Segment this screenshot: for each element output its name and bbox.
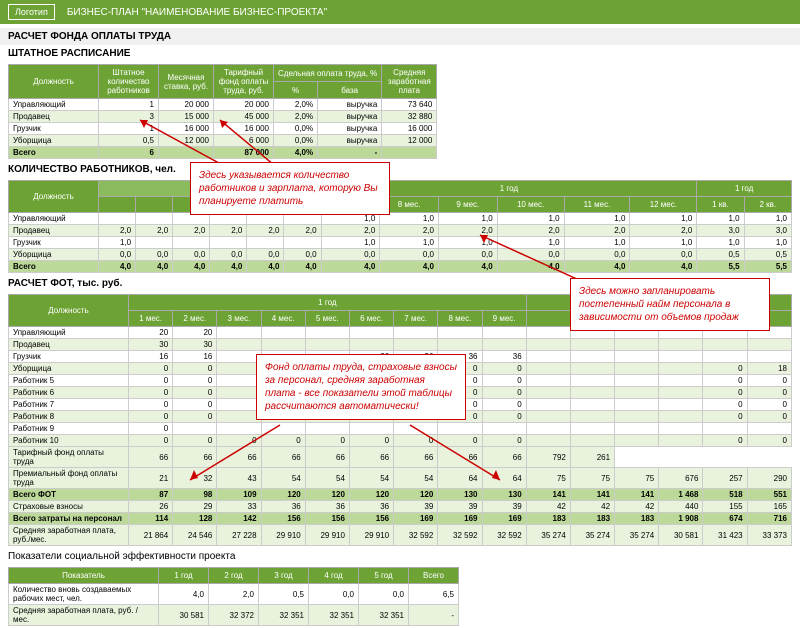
fot-name: Уборщица xyxy=(9,363,129,375)
social-table: Показатель1 год2 год3 год4 год5 годВсего… xyxy=(8,567,459,626)
col-qty: Штатное количество работников xyxy=(99,65,159,99)
fot-name: Управляющий xyxy=(9,327,129,339)
fot-name: Продавец xyxy=(9,339,129,351)
fot-name: Работник 8 xyxy=(9,411,129,423)
fot-name: Грузчик xyxy=(9,351,129,363)
fot-sum-name: Премиальный фонд оплаты труда xyxy=(9,468,129,489)
fot-sum-name: Тарифный фонд оплаты труда xyxy=(9,447,129,468)
period-h: 10 мес. xyxy=(497,197,564,213)
col-fund: Тарифный фонд оплаты труда, руб. xyxy=(214,65,274,99)
month-h: 4 мес. xyxy=(261,311,305,327)
section-main: РАСЧЕТ ФОНДА ОПЛАТЫ ТРУДА xyxy=(0,28,800,45)
arrow-3 xyxy=(180,420,300,490)
fot-sum-name: Всего ФОТ xyxy=(9,489,129,501)
fot-sum-name: Средняя заработная плата, руб./мес. xyxy=(9,525,129,546)
logo: Логотип xyxy=(8,4,55,20)
staff-name: Управляющий xyxy=(9,99,99,111)
col-position: Должность xyxy=(9,295,129,327)
col-rate: Месячная ставка, руб. xyxy=(159,65,214,99)
col-piece: Сдельная оплата труда, % xyxy=(274,65,382,82)
staff-name: Продавец xyxy=(9,111,99,123)
month-h: 7 мес. xyxy=(394,311,438,327)
social-h: Показатель xyxy=(9,568,159,584)
count-name: Грузчик xyxy=(9,237,99,249)
month-h: 1 мес. xyxy=(129,311,173,327)
month-h: 5 мес. xyxy=(305,311,349,327)
col-pct: % xyxy=(274,82,318,99)
fot-name: Работник 7 xyxy=(9,399,129,411)
page-title: БИЗНЕС-ПЛАН "НАИМЕНОВАНИЕ БИЗНЕС-ПРОЕКТА… xyxy=(67,7,327,18)
callout-2: Здесь можно запланировать постепенный на… xyxy=(570,278,770,331)
fot-name: Работник 6 xyxy=(9,387,129,399)
count-table: Должность 1 год 1 год 7 мес.8 мес.9 мес.… xyxy=(8,180,792,273)
fot-name: Работник 10 xyxy=(9,435,129,447)
social-name: Средняя заработная плата, руб. / мес. xyxy=(9,605,159,626)
arrow-3b xyxy=(400,420,520,490)
staff-name: Уборщица xyxy=(9,135,99,147)
fot-sum-name: Страховые взносы xyxy=(9,501,129,513)
callout-1: Здесь указывается количество работников … xyxy=(190,162,390,215)
callout-3: Фонд оплаты труда, страховые взносы за п… xyxy=(256,354,466,420)
social-name: Количество вновь создаваемых рабочих мес… xyxy=(9,584,159,605)
col-base: база xyxy=(318,82,382,99)
month-h: 6 мес. xyxy=(349,311,393,327)
col-position: Должность xyxy=(9,181,99,213)
count-name: Продавец xyxy=(9,225,99,237)
col-avg: Средняя заработная плата xyxy=(382,65,437,99)
fot-name: Работник 9 xyxy=(9,423,129,435)
period-h: 1 кв. xyxy=(697,197,744,213)
month-h: 3 мес. xyxy=(217,311,261,327)
month-h: 9 мес. xyxy=(482,311,526,327)
month-h: 2 мес. xyxy=(173,311,217,327)
month-h: 8 мес. xyxy=(438,311,482,327)
period-h: 11 мес. xyxy=(564,197,630,213)
section-social: Показатели социальной эффективности прое… xyxy=(0,548,800,565)
section-staff: ШТАТНОЕ РАСПИСАНИЕ xyxy=(0,45,800,62)
period-h: 12 мес. xyxy=(630,197,697,213)
page-header: Логотип БИЗНЕС-ПЛАН "НАИМЕНОВАНИЕ БИЗНЕС… xyxy=(0,0,800,24)
count-name: Управляющий xyxy=(9,213,99,225)
staff-name: Грузчик xyxy=(9,123,99,135)
period-h: 2 кв. xyxy=(744,197,791,213)
fot-name: Работник 5 xyxy=(9,375,129,387)
count-name: Уборщица xyxy=(9,249,99,261)
col-position: Должность xyxy=(9,65,99,99)
fot-sum-name: Всего затраты на персонал xyxy=(9,513,129,525)
year1-h2: 1 год xyxy=(697,181,792,197)
period-h: 9 мес. xyxy=(438,197,497,213)
year1-h: 1 год xyxy=(129,295,527,311)
